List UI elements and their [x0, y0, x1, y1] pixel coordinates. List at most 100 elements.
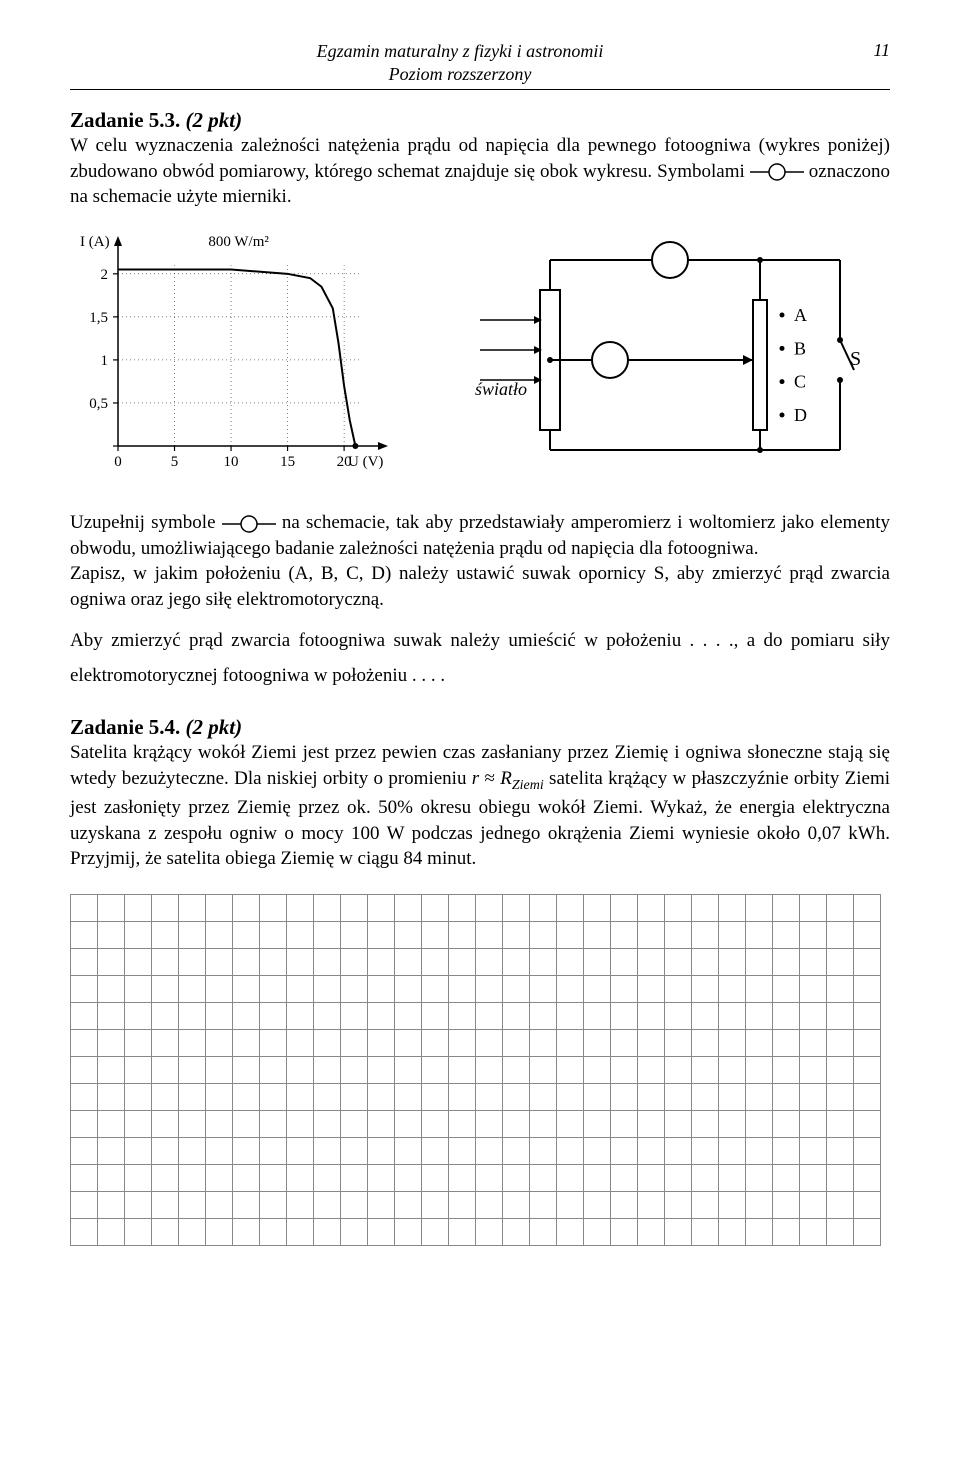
grid-cell [611, 949, 638, 976]
grid-cell [800, 1165, 827, 1192]
grid-cell [746, 1219, 773, 1246]
grid-cell [179, 1165, 206, 1192]
grid-cell [611, 976, 638, 1003]
grid-cell [611, 1138, 638, 1165]
grid-cell [206, 1165, 233, 1192]
grid-cell [665, 1030, 692, 1057]
grid-cell [530, 1165, 557, 1192]
grid-cell [773, 976, 800, 1003]
grid-cell [341, 1165, 368, 1192]
grid-cell [422, 1111, 449, 1138]
svg-text:15: 15 [280, 454, 295, 470]
grid-cell [638, 1003, 665, 1030]
grid-cell [557, 1111, 584, 1138]
grid-cell [503, 1138, 530, 1165]
grid-cell [98, 1219, 125, 1246]
grid-cell [746, 1165, 773, 1192]
grid-cell [71, 949, 98, 976]
grid-cell [476, 1057, 503, 1084]
grid-cell [557, 1192, 584, 1219]
grid-cell [71, 1219, 98, 1246]
svg-text:S: S [850, 348, 860, 370]
grid-cell [287, 1084, 314, 1111]
grid-cell [449, 1084, 476, 1111]
grid-cell [368, 1219, 395, 1246]
grid-cell [449, 949, 476, 976]
grid-cell [476, 1003, 503, 1030]
grid-cell [719, 1165, 746, 1192]
grid-cell [287, 1030, 314, 1057]
grid-cell [341, 1030, 368, 1057]
grid-cell [314, 1219, 341, 1246]
svg-text:I (A): I (A) [80, 234, 110, 250]
grid-cell [476, 949, 503, 976]
grid-cell [638, 1111, 665, 1138]
grid-cell [719, 1057, 746, 1084]
grid-cell [152, 1192, 179, 1219]
grid-cell [179, 1003, 206, 1030]
grid-cell [854, 1057, 881, 1084]
grid-cell [854, 1003, 881, 1030]
grid-cell [260, 1111, 287, 1138]
grid-cell [98, 1084, 125, 1111]
grid-cell [233, 976, 260, 1003]
grid-cell [314, 1111, 341, 1138]
grid-cell [854, 1138, 881, 1165]
svg-text:B: B [794, 338, 806, 358]
grid-cell [260, 1165, 287, 1192]
grid-cell [746, 1003, 773, 1030]
grid-cell [206, 1138, 233, 1165]
grid-cell [206, 976, 233, 1003]
grid-cell [746, 922, 773, 949]
grid-cell [98, 976, 125, 1003]
grid-cell [584, 1219, 611, 1246]
grid-cell [530, 1138, 557, 1165]
grid-cell [719, 1111, 746, 1138]
grid-cell [314, 1138, 341, 1165]
header-title-line1: Egzamin maturalny z fizyki i astronomii [70, 40, 850, 63]
task-5-4-text: Satelita krążący wokół Ziemi jest przez … [70, 740, 890, 872]
grid-cell [503, 1219, 530, 1246]
grid-cell [719, 1003, 746, 1030]
grid-cell [368, 1138, 395, 1165]
grid-cell [503, 1030, 530, 1057]
grid-cell [152, 895, 179, 922]
grid-cell [368, 1030, 395, 1057]
grid-cell [152, 1030, 179, 1057]
grid-cell [854, 895, 881, 922]
grid-cell [422, 949, 449, 976]
grid-cell [341, 922, 368, 949]
grid-cell [854, 1192, 881, 1219]
grid-cell [746, 1057, 773, 1084]
grid-cell [638, 1057, 665, 1084]
grid-cell [341, 949, 368, 976]
grid-cell [422, 922, 449, 949]
grid-cell [719, 1138, 746, 1165]
grid-cell [665, 1138, 692, 1165]
grid-cell [422, 1057, 449, 1084]
grid-cell [746, 1138, 773, 1165]
grid-cell [773, 949, 800, 976]
grid-cell [530, 1003, 557, 1030]
grid-cell [206, 895, 233, 922]
grid-cell [368, 1057, 395, 1084]
grid-cell [179, 1111, 206, 1138]
grid-cell [233, 1003, 260, 1030]
iv-curve-chart: 051015200,511,52I (A)U (V)800 W/m² [70, 230, 390, 480]
figure-row: 051015200,511,52I (A)U (V)800 W/m² świat… [70, 230, 890, 480]
grid-cell [71, 1138, 98, 1165]
grid-cell [152, 1003, 179, 1030]
task-5-3-instruction-1: Uzupełnij symbole na schemacie, tak aby … [70, 510, 890, 561]
grid-cell [665, 949, 692, 976]
grid-cell [665, 1084, 692, 1111]
grid-cell [746, 1030, 773, 1057]
grid-cell [773, 1084, 800, 1111]
grid-cell [314, 895, 341, 922]
grid-cell [98, 1003, 125, 1030]
grid-cell [746, 949, 773, 976]
grid-cell [665, 1165, 692, 1192]
grid-cell [476, 922, 503, 949]
grid-cell [557, 922, 584, 949]
grid-cell [800, 1003, 827, 1030]
grid-cell [314, 1165, 341, 1192]
